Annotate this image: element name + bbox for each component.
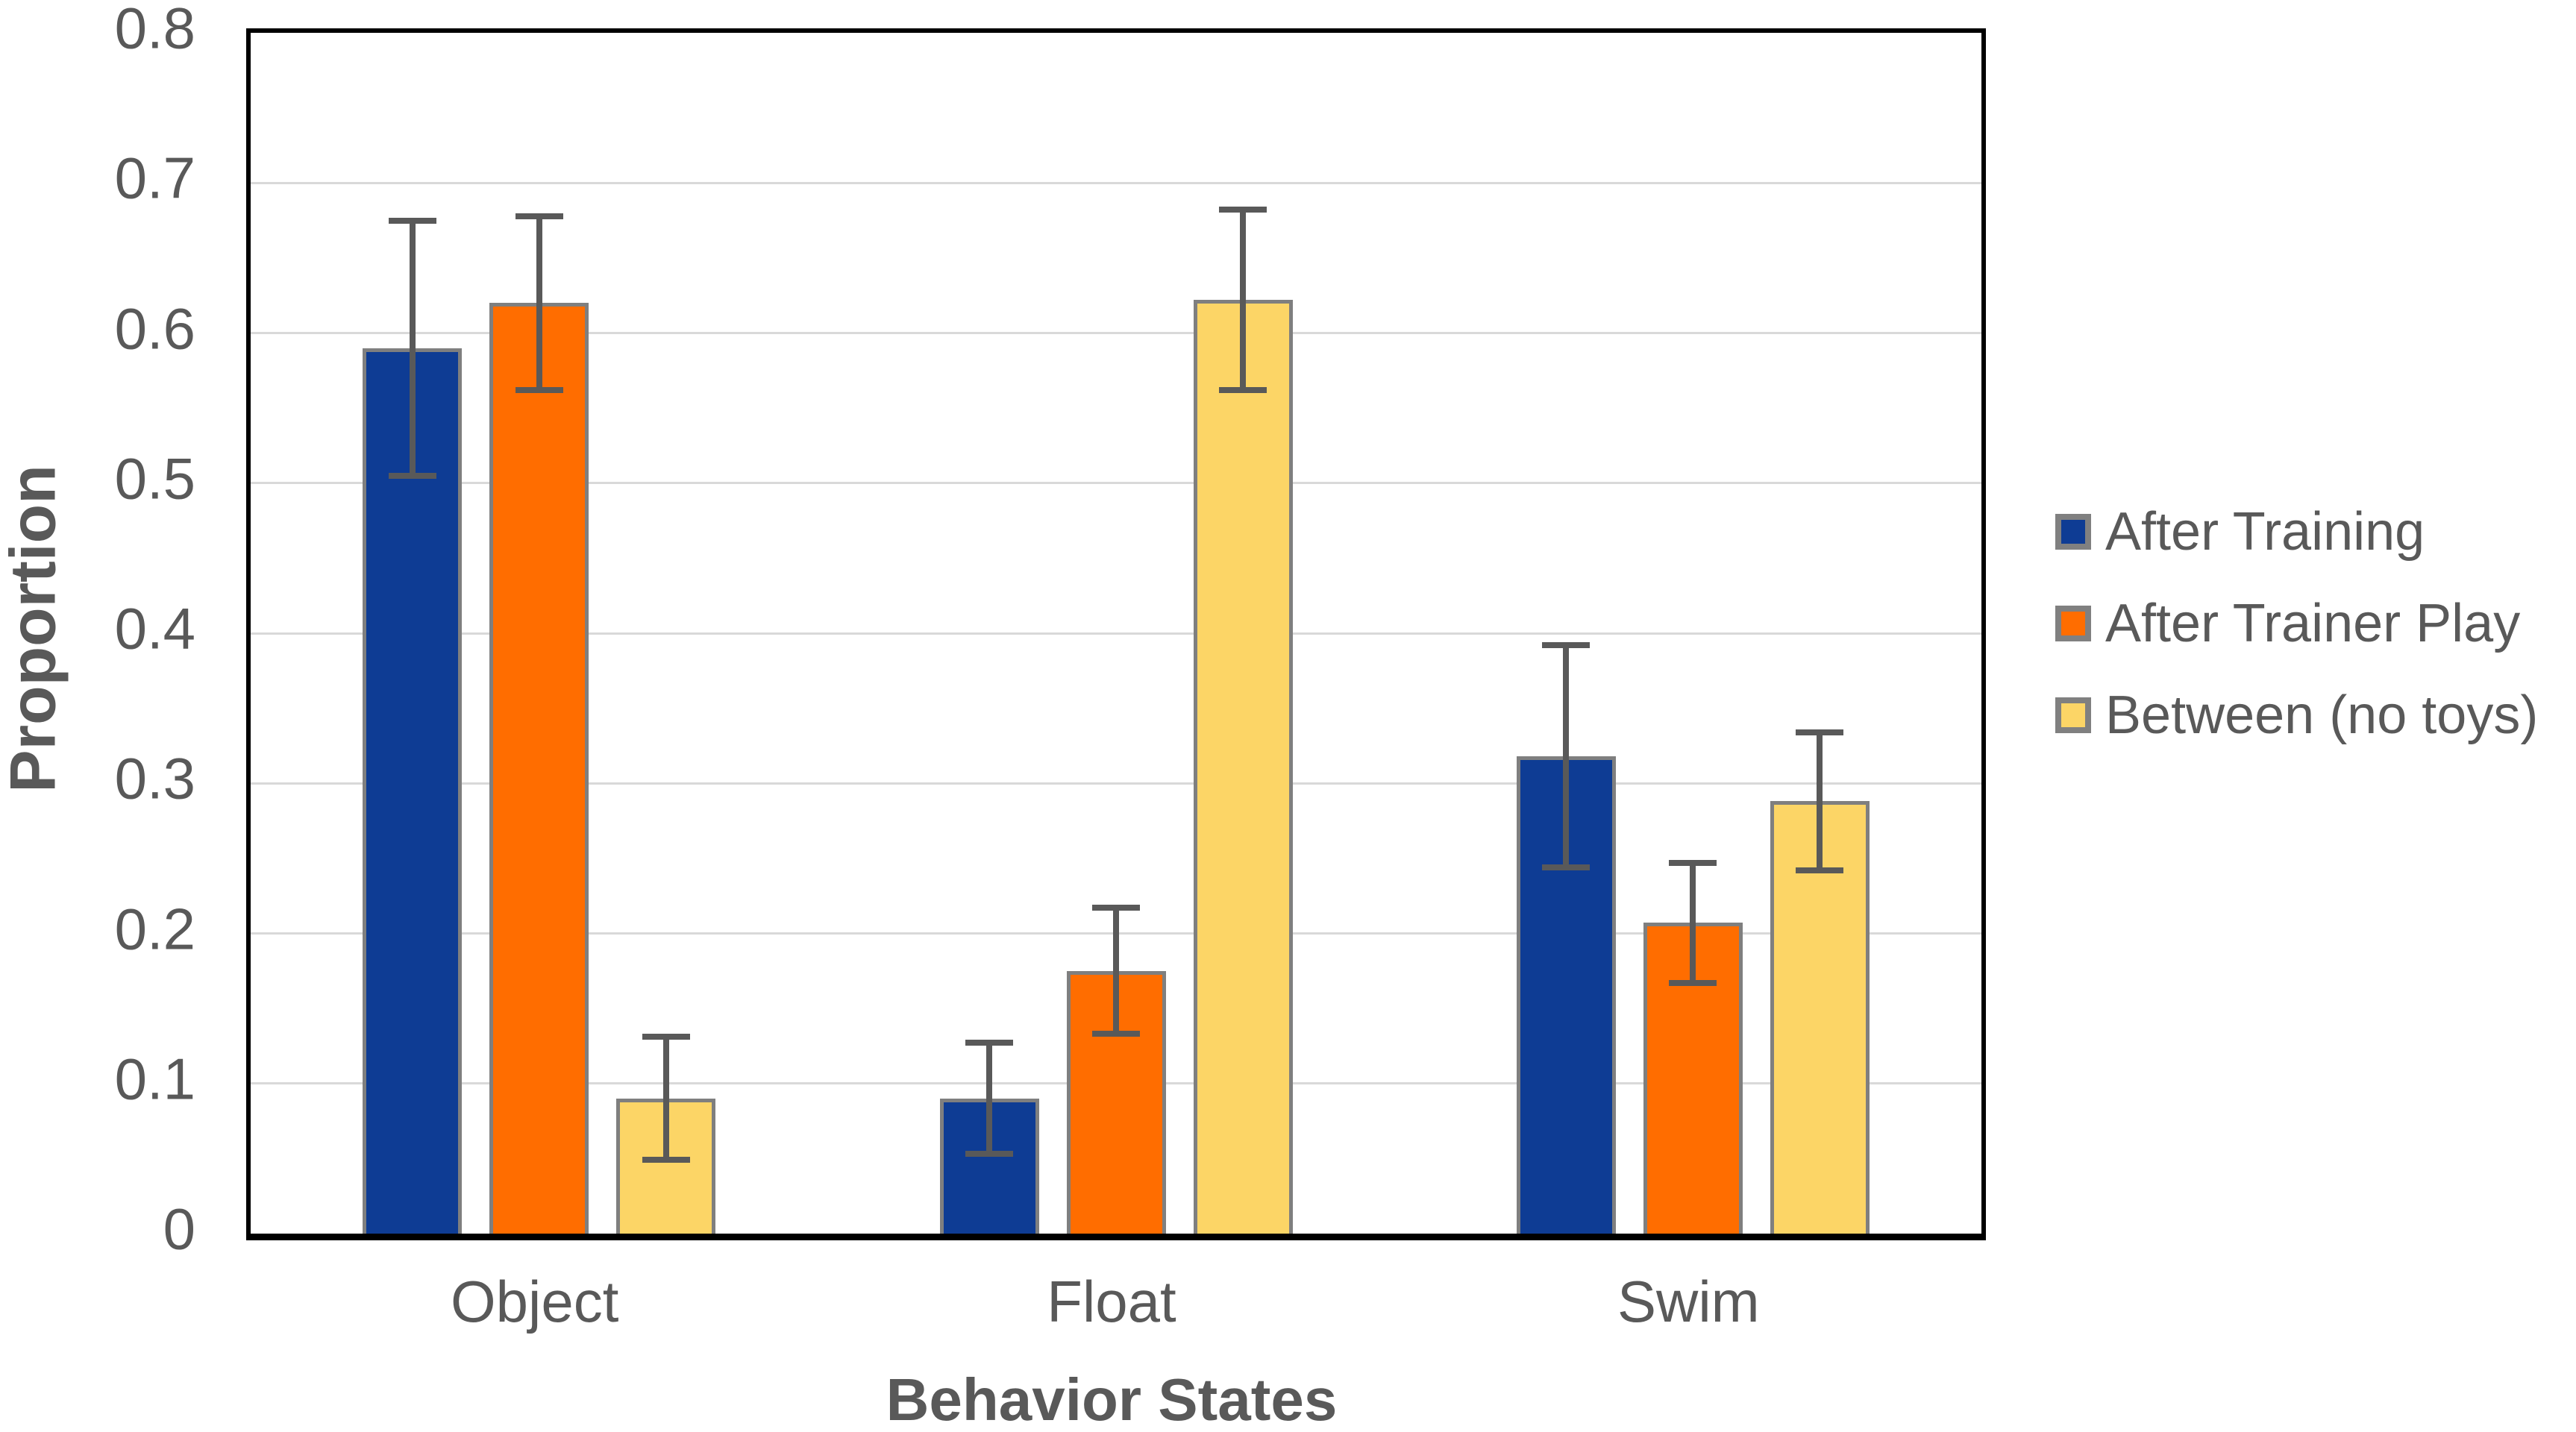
- error-bar-between-no-toys-float: [1240, 210, 1246, 390]
- error-bar-after-trainer-play-object: [536, 216, 542, 390]
- legend-swatch-after-training: [2055, 514, 2091, 550]
- bar-after-training-object: [363, 348, 463, 1234]
- legend-label-after-trainer-play: After Trainer Play: [2105, 594, 2521, 653]
- gridline-0.6: [251, 332, 1981, 334]
- error-bar-cap-lower-after-training-swim: [1542, 864, 1591, 870]
- error-bar-cap-lower-after-trainer-play-object: [515, 386, 563, 393]
- y-tick-label-0: 0: [163, 1196, 195, 1262]
- x-category-label-swim: Swim: [1617, 1269, 1760, 1334]
- error-bar-cap-upper-after-trainer-play-float: [1092, 905, 1140, 911]
- y-tick-label-0-2: 0.2: [114, 896, 195, 961]
- plot-area: [246, 28, 1986, 1240]
- error-bar-cap-upper-after-training-float: [965, 1040, 1013, 1046]
- bar-between-no-toys-float: [1193, 300, 1293, 1234]
- error-bar-cap-lower-between-no-toys-swim: [1796, 867, 1844, 873]
- error-bar-between-no-toys-swim: [1817, 732, 1823, 870]
- error-bar-cap-lower-after-training-object: [388, 472, 436, 479]
- error-bar-cap-upper-between-no-toys-float: [1219, 207, 1267, 213]
- x-category-label-object: Object: [450, 1269, 619, 1334]
- error-bar-after-training-object: [409, 220, 416, 476]
- error-bar-between-no-toys-object: [662, 1037, 669, 1161]
- y-tick-label-0-3: 0.3: [114, 745, 195, 811]
- bar-between-no-toys-swim: [1770, 801, 1870, 1234]
- error-bar-cap-upper-after-trainer-play-object: [515, 213, 563, 219]
- y-tick-label-0-7: 0.7: [114, 145, 195, 211]
- y-tick-label-0-6: 0.6: [114, 295, 195, 361]
- error-bar-cap-lower-between-no-toys-object: [642, 1157, 690, 1164]
- x-category-label-float: Float: [1047, 1269, 1176, 1334]
- legend-swatch-after-trainer-play: [2055, 606, 2091, 641]
- error-bar-cap-lower-after-training-float: [965, 1151, 1013, 1158]
- error-bar-after-trainer-play-float: [1113, 908, 1119, 1034]
- bar-after-trainer-play-swim: [1643, 923, 1743, 1234]
- y-tick-label-0-4: 0.4: [114, 595, 195, 662]
- legend-swatch-between-no-toys: [2055, 697, 2091, 733]
- bar-after-trainer-play-object: [489, 303, 589, 1234]
- legend-label-after-training: After Training: [2105, 502, 2425, 562]
- error-bar-cap-upper-between-no-toys-swim: [1796, 729, 1844, 735]
- y-tick-label-0-1: 0.1: [114, 1046, 195, 1112]
- gridline-0.7: [251, 181, 1981, 184]
- error-bar-cap-upper-between-no-toys-object: [642, 1034, 690, 1040]
- gridline-0.5: [251, 482, 1981, 485]
- error-bar-cap-upper-after-training-swim: [1542, 642, 1591, 649]
- error-bar-cap-upper-after-training-object: [388, 217, 436, 224]
- error-bar-cap-lower-after-trainer-play-float: [1092, 1031, 1140, 1037]
- y-axis-tick-labels: 0 0.1 0.2 0.3 0.4 0.5 0.6 0.7 0.8: [0, 0, 195, 1432]
- error-bar-after-training-swim: [1563, 645, 1570, 867]
- error-bar-after-training-float: [986, 1043, 992, 1155]
- error-bar-after-trainer-play-swim: [1690, 862, 1696, 983]
- error-bar-cap-lower-after-trainer-play-swim: [1669, 979, 1717, 986]
- y-tick-label-0-5: 0.5: [114, 445, 195, 512]
- legend-label-between-no-toys: Between (no toys): [2105, 685, 2539, 745]
- x-axis-title: Behavior States: [886, 1366, 1338, 1432]
- error-bar-cap-upper-after-trainer-play-swim: [1669, 859, 1717, 866]
- error-bar-cap-lower-between-no-toys-float: [1219, 386, 1267, 393]
- gridline-0.3: [251, 782, 1981, 785]
- y-tick-label-0-8: 0.8: [114, 0, 195, 61]
- gridline-0.4: [251, 632, 1981, 635]
